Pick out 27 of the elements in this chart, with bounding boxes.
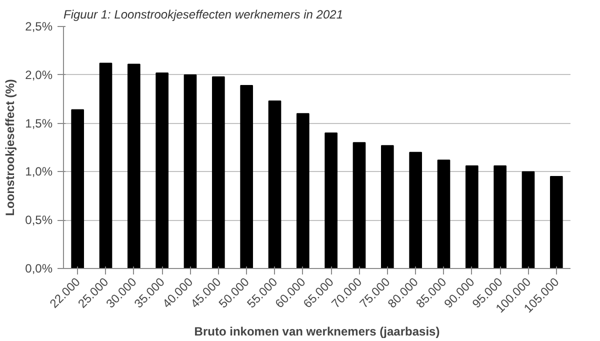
- bar: [494, 165, 506, 268]
- chart-title: Figuur 1: Loonstrookjeseffecten werknemers in 2021: [64, 8, 343, 22]
- bar: [437, 160, 450, 268]
- bar: [381, 145, 394, 268]
- y-tick-label: 1,5%: [25, 116, 53, 130]
- bar: [212, 76, 225, 268]
- y-tick-label: 0,5%: [25, 213, 53, 228]
- y-tick-label: 1,0%: [25, 164, 53, 179]
- bar: [128, 64, 140, 268]
- x-axis-title: Bruto inkomen van werknemers (jaarbasis): [194, 324, 440, 339]
- bar: [409, 152, 422, 268]
- bar: [184, 74, 197, 268]
- bar: [71, 109, 84, 268]
- bar: [240, 85, 253, 268]
- y-tick-label: 2,5%: [25, 20, 53, 34]
- y-tick-label: 2,0%: [25, 68, 53, 82]
- y-axis-title: Loonstrookjeseffect (%): [3, 79, 18, 216]
- bar: [296, 113, 310, 268]
- bar: [466, 165, 478, 268]
- bar: [156, 72, 168, 268]
- bar: [268, 100, 282, 268]
- bar: [550, 176, 563, 268]
- bar: [352, 142, 366, 268]
- bar: [522, 171, 535, 268]
- bar: [324, 132, 338, 268]
- bar: [99, 62, 112, 268]
- y-tick-label: 0,0%: [25, 262, 53, 276]
